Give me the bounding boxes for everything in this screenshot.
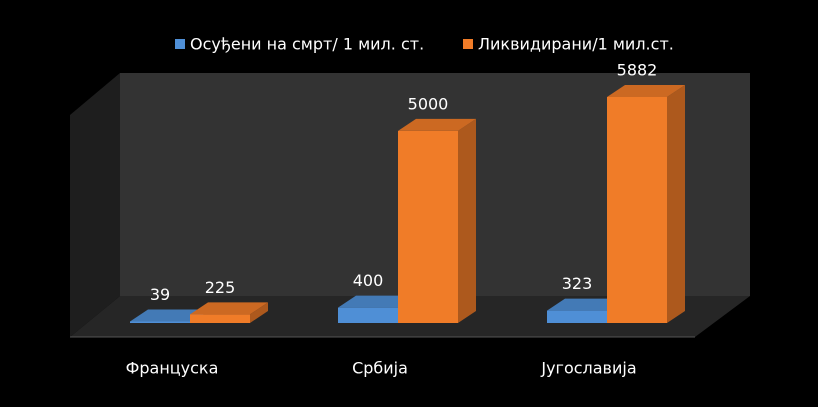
- bar-top: [547, 298, 625, 311]
- legend-swatch: [463, 39, 473, 49]
- bar-top: [190, 302, 268, 315]
- legend-label: Осуђени на смрт/ 1 мил. ст.: [190, 35, 424, 54]
- legend-label: Ликвидирани/1 мил.ст.: [478, 35, 674, 54]
- left-wall: [70, 73, 120, 337]
- bar: [190, 302, 268, 323]
- bar-front: [130, 321, 190, 323]
- bar-side: [458, 118, 476, 323]
- bar: [607, 85, 685, 323]
- bar-front: [547, 310, 607, 323]
- x-tick-label: Србија: [352, 359, 408, 378]
- bar-front: [190, 314, 250, 323]
- bar-front: [338, 307, 398, 323]
- data-label: 323: [562, 274, 593, 293]
- bar-front: [607, 97, 667, 323]
- bar-side: [667, 85, 685, 323]
- bar: [398, 118, 476, 323]
- bar-top: [398, 118, 476, 131]
- bar-top: [130, 309, 208, 322]
- bar-front: [398, 130, 458, 323]
- legend-swatch: [175, 39, 185, 49]
- data-label: 400: [353, 271, 384, 290]
- data-label: 5000: [408, 94, 449, 113]
- bar-side: [250, 302, 268, 323]
- x-tick-label: Француска: [126, 359, 219, 378]
- bar-top: [338, 295, 416, 308]
- bar-top: [607, 85, 685, 97]
- data-label: 39: [150, 285, 170, 304]
- x-tick-label: Југославија: [540, 359, 636, 378]
- data-label: 5882: [617, 61, 658, 80]
- data-label: 225: [205, 278, 236, 297]
